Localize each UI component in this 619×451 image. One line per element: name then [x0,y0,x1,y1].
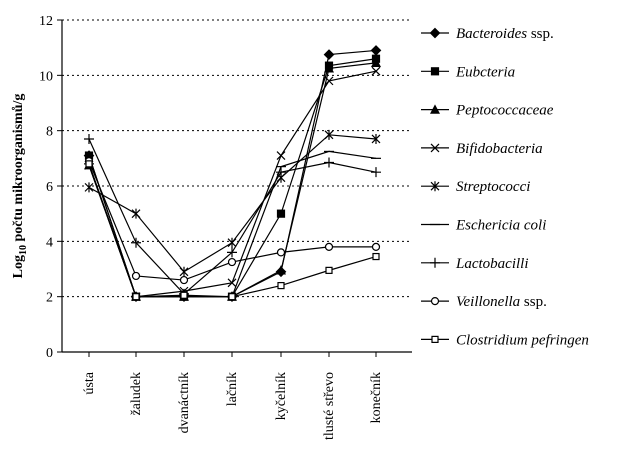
data-point [84,133,94,144]
y-axis-label: Log10 počtu mikroorganismů/g [11,94,29,279]
y-tick-label: 6 [46,180,53,195]
legend-item-7: Lactobacilli [421,256,529,272]
legend-marker [431,335,439,343]
legend-item-3: Peptococcaceae [421,103,554,119]
y-tick-label: 4 [46,235,53,250]
data-point [227,247,237,258]
series-8 [84,157,381,285]
series-9 [85,160,380,301]
data-point [324,242,334,251]
legend-name-suffix: ssp. [520,294,547,310]
legend-item-2: Eubcteria [421,64,515,80]
legend-item-6: Eschericia coli [421,218,546,234]
legend-name: Clostridium pefringen [456,332,589,348]
legend-marker [430,181,440,192]
y-tick-label: 12 [39,14,53,29]
data-point [371,66,381,76]
data-point [276,248,286,257]
legend-name: Eschericia coli [455,218,546,234]
y-tick-label: 2 [46,291,53,306]
legend-label: Bacteroides ssp. [456,26,554,42]
legend-name: Veillonella [456,294,520,310]
x-tick-label: dvanáctník [177,372,192,433]
x-axis-ticks: ústa žaludek dvanáctník lačník kyčelník tlust… [82,352,384,440]
legend-marker [430,104,440,114]
legend-item-8: Veillonella ssp. [421,294,547,310]
data-point [276,167,286,178]
series-5 [84,129,381,277]
y-tick-label: 10 [39,69,53,84]
data-point [324,157,334,168]
legend-marker [430,297,440,306]
legend-marker [430,67,440,76]
legend-label: Bifidobacteria [456,141,543,157]
y-axis-label-log: Log [11,255,26,278]
legend-item-4: Bifidobacteria [421,141,543,157]
legend-label: Eschericia coli [455,218,546,234]
data-point [323,49,335,60]
data-point [324,76,334,86]
data-point [324,63,334,73]
data-point [85,160,93,168]
y-axis-label-rest: počtu mikroorganismů/g [11,94,26,245]
data-point [227,278,237,288]
x-tick-label: tlusté střevo [322,372,337,440]
data-point [324,129,334,140]
y-tick-label: 0 [46,346,53,361]
legend-label: Eubcteria [455,64,515,80]
data-point [131,271,141,281]
data-point [371,242,381,251]
data-point [372,252,380,261]
legend-marker [430,143,440,153]
legend-name: Bacteroides [456,26,527,42]
data-point [276,151,286,160]
data-point [131,208,141,219]
legend-label: Lactobacilli [455,256,529,272]
legend-name: Eubcteria [455,64,515,80]
data-point [228,293,236,301]
legend-name: Lactobacilli [455,256,529,272]
legend-name: Peptococcaceae [455,103,554,119]
data-point [180,291,188,299]
data-point [227,237,237,248]
legend-name: Bifidobacteria [456,141,543,157]
data-point [370,45,382,56]
legend-item-9: Clostridium pefringen [421,332,589,348]
data-point [84,182,94,193]
data-point [371,167,381,178]
data-point [179,266,189,277]
x-tick-label: konečník [369,372,384,423]
y-tick-label: 8 [46,125,53,140]
legend-label: Clostridium pefringen [456,332,589,348]
data-point [370,57,382,67]
legend-name: Streptococci [456,179,530,195]
data-point [276,209,286,218]
legend-marker [429,27,441,39]
x-tick-label: ústa [82,371,97,394]
data-point [227,257,237,267]
legend-item-5: Streptococci [421,179,530,195]
legend-label: Peptococcaceae [455,103,554,119]
data-point [131,237,141,248]
legend: Bacteroides ssp. Eubcteria Peptococcaceae B… [421,26,589,348]
legend-item-1: Bacteroides ssp. [421,26,554,42]
data-point [325,266,333,274]
x-tick-label: lačník [225,372,240,406]
x-tick-label: kyčelník [274,372,289,420]
legend-name-suffix: ssp. [527,26,554,42]
legend-label: Veillonella ssp. [456,294,547,310]
data-point [371,133,381,144]
data-point [179,275,189,285]
x-tick-label: žaludek [129,372,144,416]
legend-marker [430,257,440,268]
y-axis-ticks: 0 2 4 6 8 10 12 [39,14,62,361]
data-point [276,265,286,275]
data-point [132,293,140,301]
series-group [83,45,382,303]
data-point [277,282,285,290]
legend-label: Streptococci [456,179,530,195]
y-axis-label-subscript: 10 [18,245,29,255]
